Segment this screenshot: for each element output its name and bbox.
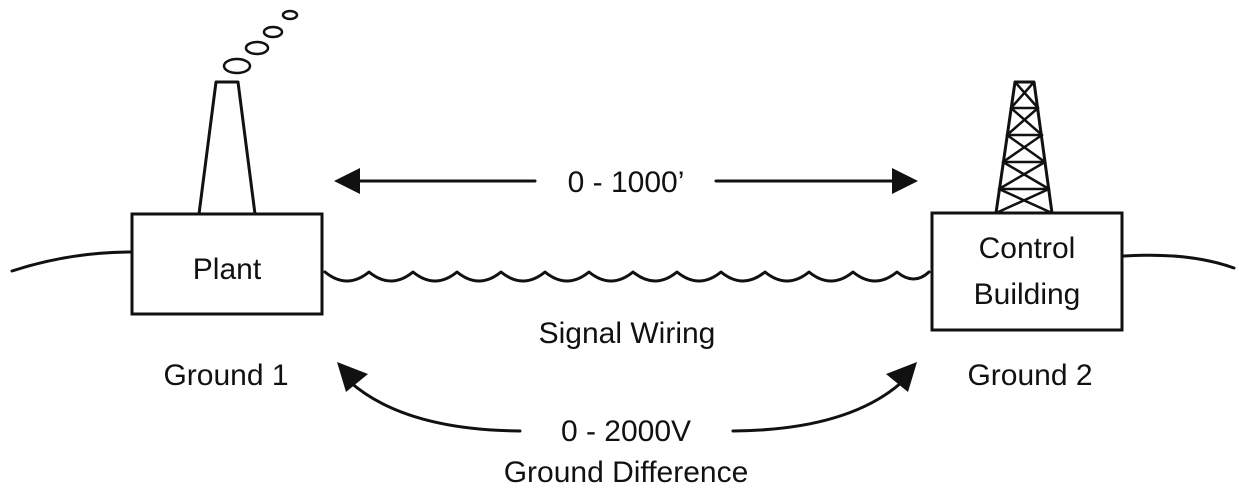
ground-difference-arrow (337, 362, 917, 433)
signal-wiring-wave (323, 270, 931, 283)
distance-label: 0 - 1000’ (568, 166, 685, 199)
plant-box (130, 212, 324, 316)
smokestack-icon (197, 80, 257, 216)
control-building-label-line1: Control (979, 232, 1076, 265)
signal-wiring-label: Signal Wiring (539, 317, 716, 350)
voltage-label: 0 - 2000V (561, 415, 691, 448)
ground-1-label: Ground 1 (163, 359, 288, 392)
plant-label: Plant (193, 253, 262, 286)
ground-line-left (10, 250, 134, 273)
control-building-label-line2: Building (974, 278, 1081, 311)
ground-2-label: Ground 2 (967, 359, 1092, 392)
control-building-box (930, 211, 1124, 332)
ground-difference-label: Ground Difference (504, 456, 749, 489)
distance-arrow (334, 168, 918, 194)
lattice-tower-icon (994, 80, 1054, 215)
smoke-rings-icon (222, 9, 299, 75)
ground-line-right (1122, 253, 1236, 270)
